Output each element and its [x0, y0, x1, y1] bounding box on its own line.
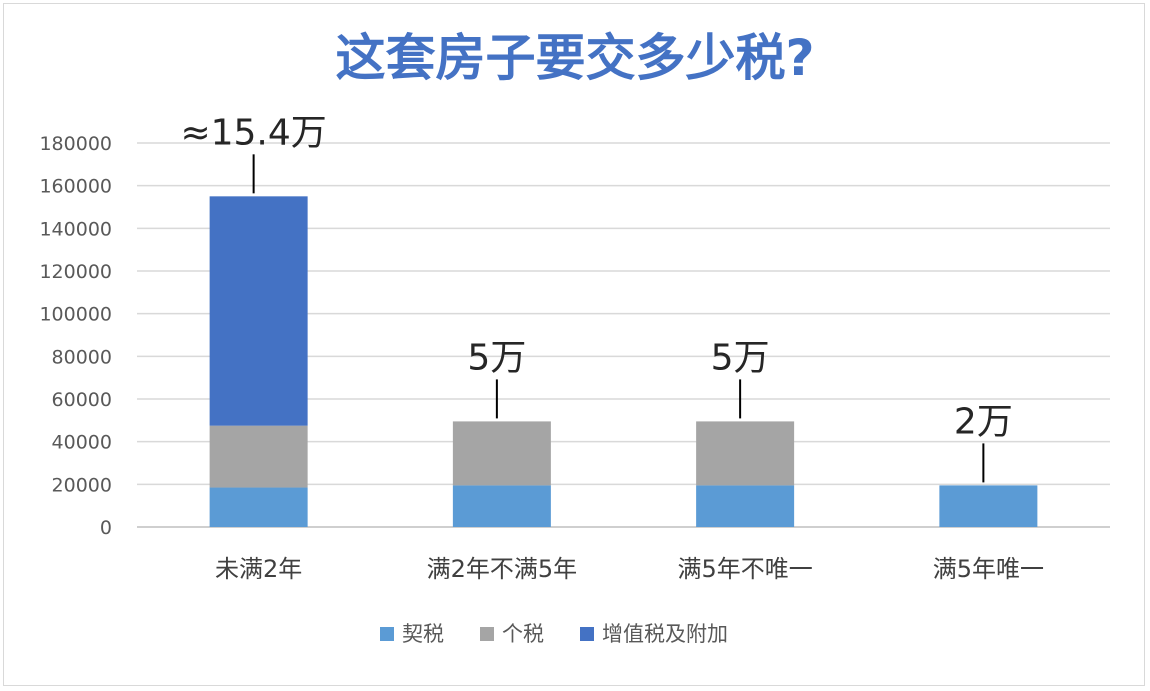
bar-segment	[939, 485, 1038, 527]
legend-label: 契税	[402, 622, 444, 646]
x-category-label: 满5年唯一	[933, 555, 1044, 583]
y-tick-label: 140000	[39, 218, 112, 240]
legend-swatch	[380, 627, 394, 641]
bar-segment	[209, 196, 308, 426]
x-category-label: 满2年不满5年	[427, 555, 578, 583]
x-axis-categories: 未满2年 满2年不满5年 满5年不唯一 满5年唯一	[215, 555, 1044, 583]
legend-label: 增值税及附加	[602, 622, 728, 646]
y-tick-label: 80000	[52, 346, 112, 368]
bar-total-annotation: 5万	[467, 337, 526, 378]
y-tick-label: 0	[100, 517, 112, 539]
y-tick-label: 60000	[52, 389, 112, 411]
chart-frame	[3, 3, 1145, 686]
bar-segment	[209, 487, 308, 527]
y-tick-label: 100000	[39, 304, 112, 326]
y-tick-label: 160000	[39, 176, 112, 198]
bar-total-annotation: 2万	[954, 401, 1013, 442]
bar-annotations: ≈15.4万 5万 5万 2万	[180, 112, 1013, 483]
x-category-label: 未满2年	[215, 555, 302, 583]
bar-segment	[452, 421, 551, 486]
y-axis-ticks: 0 20000 40000 60000 80000 100000 120000 140000 1…	[39, 133, 112, 539]
bars	[209, 196, 1038, 527]
legend: 契税 个税 增值税及附加	[380, 622, 728, 646]
bar-segment	[696, 421, 795, 486]
chart-title: 这套房子要交多少税?	[335, 29, 814, 87]
x-category-label: 满5年不唯一	[677, 555, 812, 583]
y-tick-label: 40000	[52, 432, 112, 454]
y-tick-label: 180000	[39, 133, 112, 155]
bar-total-annotation: 5万	[711, 337, 770, 378]
legend-swatch	[580, 627, 594, 641]
y-tick-label: 20000	[52, 474, 112, 496]
y-tick-label: 120000	[39, 261, 112, 283]
bar-segment	[696, 485, 795, 527]
bar-total-annotation: ≈15.4万	[180, 112, 326, 153]
bar-segment	[209, 425, 308, 488]
legend-label: 个税	[502, 622, 544, 646]
bar-segment	[452, 485, 551, 527]
legend-swatch	[480, 627, 494, 641]
